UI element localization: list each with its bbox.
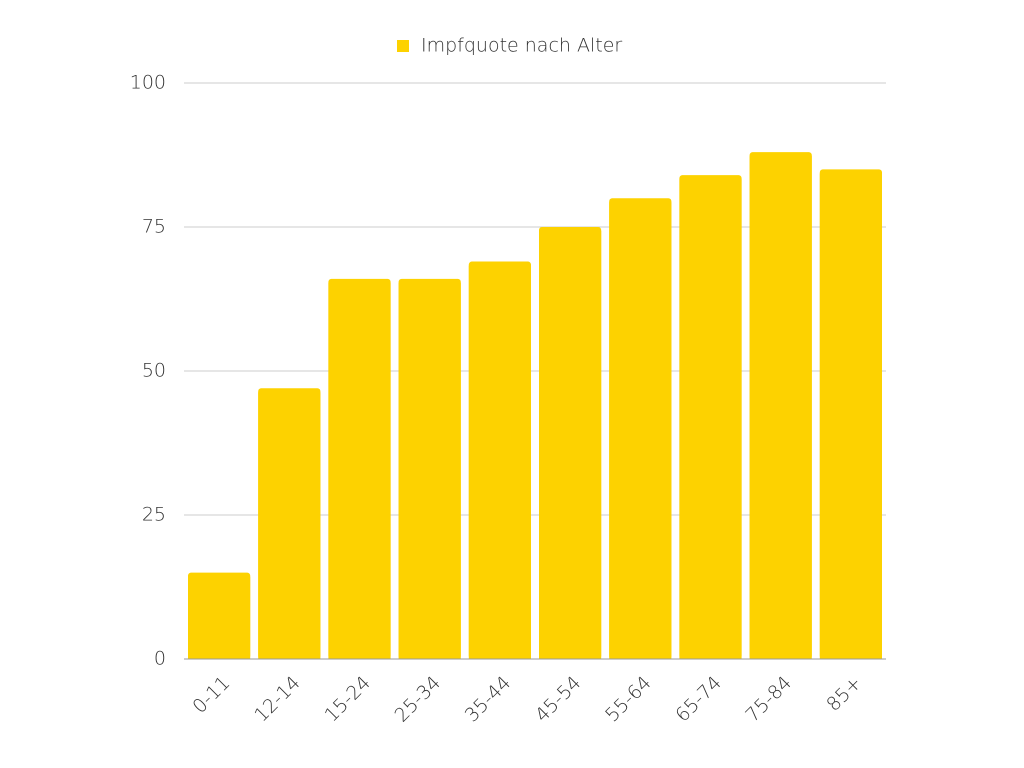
bar-base (258, 392, 321, 659)
x-tick-label: 12-14 (250, 672, 305, 727)
y-tick-label: 0 (154, 648, 166, 670)
bar-base (679, 179, 742, 659)
bar-base (188, 576, 251, 659)
bar-base (819, 173, 882, 659)
x-tick-label: 25-34 (391, 672, 446, 727)
y-tick-label: 50 (142, 360, 166, 382)
x-tick-label: 0-11 (188, 672, 234, 718)
legend-label: Impfquote nach Alter (421, 35, 622, 57)
bar-base (468, 265, 531, 659)
bar-base (749, 156, 812, 659)
x-tick-label: 55-64 (601, 672, 656, 727)
bar-base (328, 282, 391, 659)
x-tick-label: 45-54 (531, 672, 586, 727)
y-tick-label: 100 (130, 72, 166, 94)
legend-swatch (397, 40, 409, 52)
x-tick-label: 85+ (822, 672, 866, 716)
x-tick-label: 75-84 (742, 672, 797, 727)
x-tick-label: 35-44 (461, 672, 516, 727)
bar-base (539, 231, 602, 659)
bar-base (398, 282, 461, 659)
y-tick-label: 75 (142, 216, 166, 238)
bar-base (609, 202, 672, 659)
y-tick-label: 25 (142, 504, 166, 526)
x-tick-label: 65-74 (671, 672, 726, 727)
x-tick-label: 15-24 (320, 672, 375, 727)
